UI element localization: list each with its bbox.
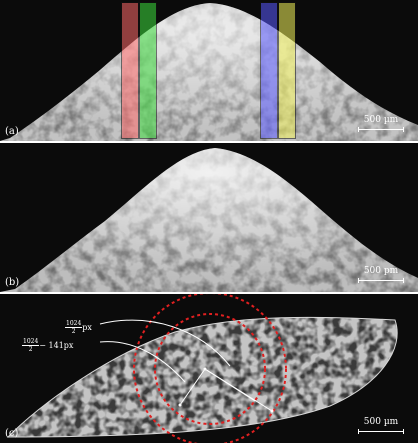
scalebar-b-label: 500 pm xyxy=(363,266,399,276)
panel-a-image xyxy=(0,0,418,141)
scalebar-a-line xyxy=(358,127,404,132)
annotation-half-size: 1024 2 px xyxy=(65,320,92,335)
roi-box-red xyxy=(121,2,139,139)
panel-label-a: (a) xyxy=(5,126,19,137)
scalebar-a-label: 500 µm xyxy=(363,115,399,125)
panel-label-c: (c) xyxy=(5,428,19,439)
scalebar-c-line xyxy=(358,429,404,434)
roi-box-green xyxy=(139,2,157,139)
panel-label-b: (b) xyxy=(5,277,20,288)
scalebar-c-label: 500 µm xyxy=(363,417,399,427)
scalebar-b: 500 pm xyxy=(358,266,404,283)
roi-box-yellow xyxy=(278,2,296,139)
scalebar-b-line xyxy=(358,278,404,283)
scalebar-c: 500 µm xyxy=(358,417,404,434)
panel-b-image xyxy=(0,143,418,292)
outer-circle xyxy=(133,294,287,443)
panel-b: (b) 500 pm xyxy=(0,143,418,292)
scalebar-a: 500 µm xyxy=(358,115,404,132)
panel-c: 1024 2 px 1024 2− 141px (c) 500 µm xyxy=(0,294,418,443)
panel-c-image xyxy=(0,294,418,443)
leaf-outline xyxy=(6,316,398,438)
annotation-lines xyxy=(99,319,273,412)
inner-circle xyxy=(154,313,266,425)
roi-box-blue xyxy=(260,2,278,139)
annotation-half-size-minus: 1024 2− 141px xyxy=(22,338,74,353)
panel-a: (a) 500 µm xyxy=(0,0,418,141)
